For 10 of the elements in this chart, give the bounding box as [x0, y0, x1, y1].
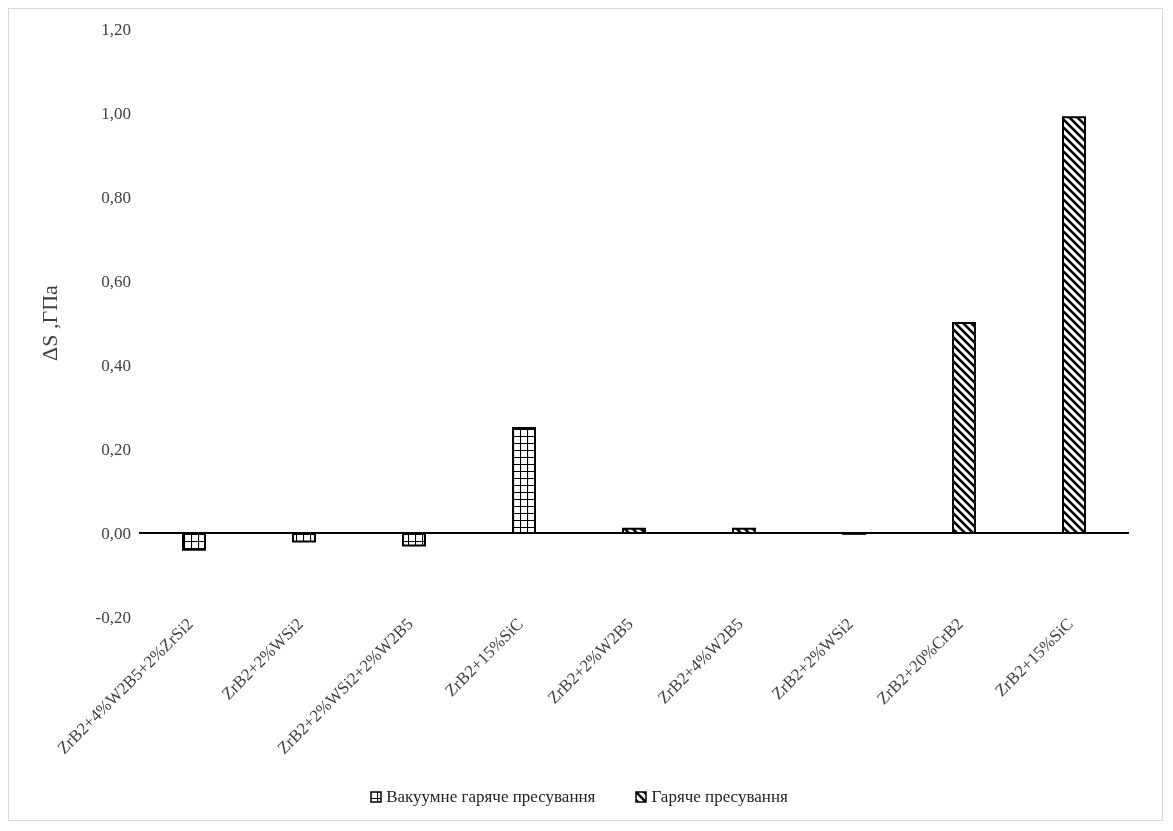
- y-tick-label: 0,60: [101, 272, 131, 292]
- legend-label: Вакуумне гаряче пресування: [386, 787, 596, 807]
- y-tick-label: 1,00: [101, 104, 131, 124]
- y-tick-label: 1,20: [101, 20, 131, 40]
- y-tick-label: 0,00: [101, 524, 131, 544]
- legend-label: Гаряче пресування: [651, 787, 788, 807]
- y-tick-label: 0,40: [101, 356, 131, 376]
- y-tick-label: 0,20: [101, 440, 131, 460]
- y-axis-title: ΔS ,ГПа: [36, 284, 62, 361]
- y-tick-label: 0,80: [101, 188, 131, 208]
